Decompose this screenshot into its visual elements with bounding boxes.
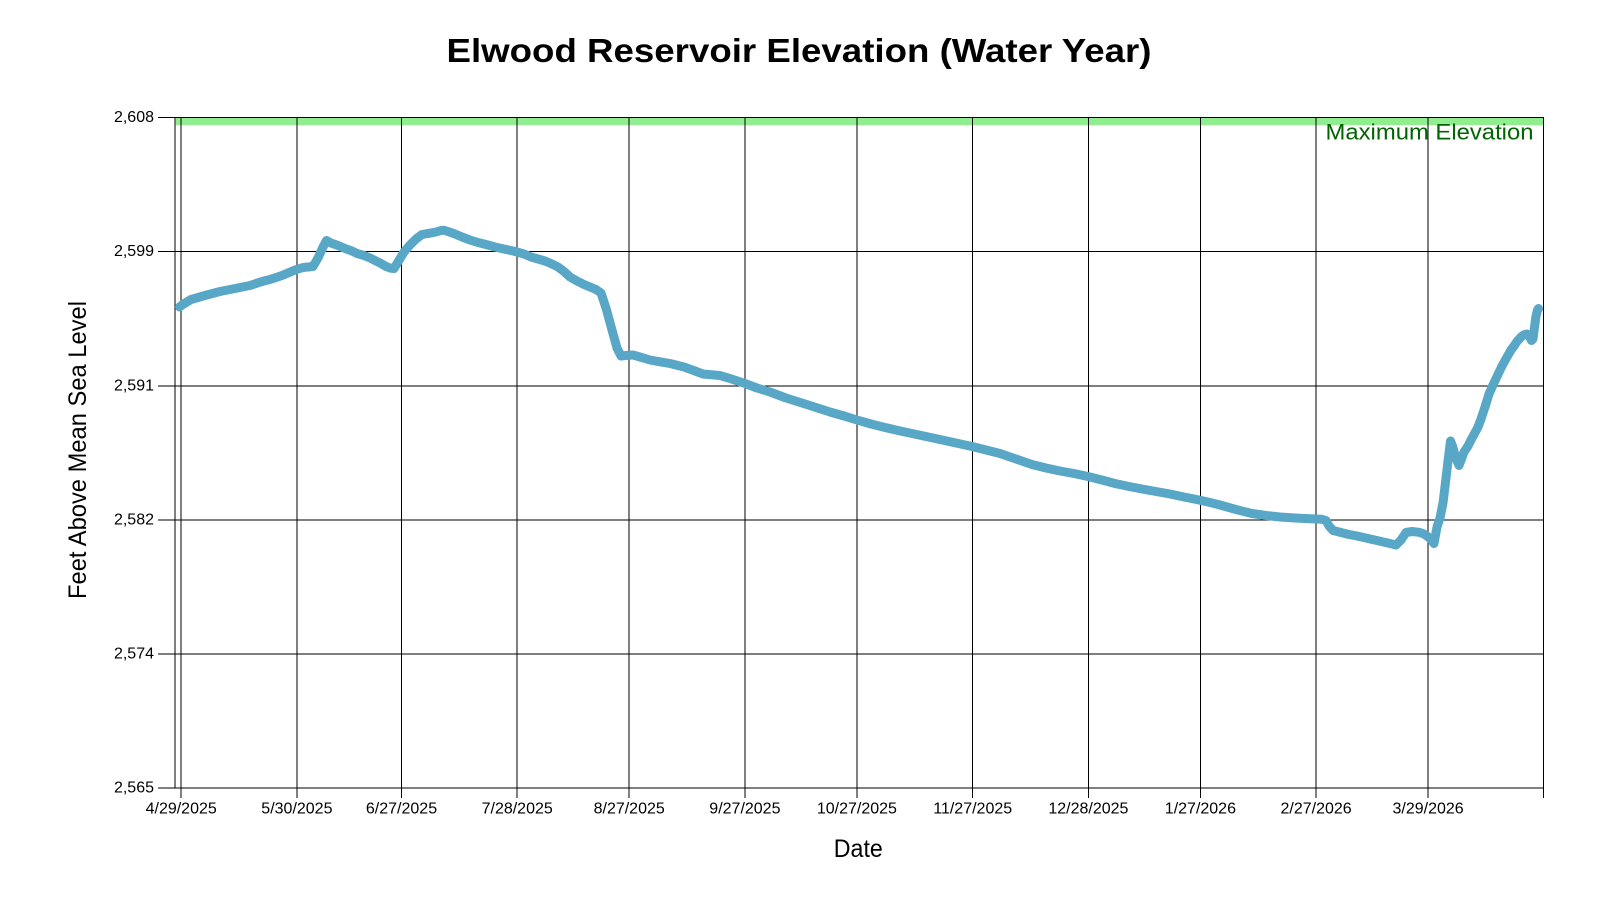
svg-text:2,591: 2,591 — [114, 377, 154, 394]
svg-text:11/27/2025: 11/27/2025 — [933, 801, 1012, 818]
svg-text:2,599: 2,599 — [114, 243, 154, 260]
svg-text:Elwood Reservoir Elevation (Wa: Elwood Reservoir Elevation (Water Year) — [447, 32, 1152, 69]
svg-text:4/29/2025: 4/29/2025 — [146, 801, 217, 818]
svg-text:Feet Above Mean Sea Level: Feet Above Mean Sea Level — [64, 301, 92, 599]
svg-text:2,574: 2,574 — [114, 645, 154, 662]
svg-text:1/27/2026: 1/27/2026 — [1165, 801, 1236, 818]
svg-text:2,608: 2,608 — [114, 109, 154, 126]
svg-text:12/28/2025: 12/28/2025 — [1048, 801, 1128, 818]
svg-text:2,582: 2,582 — [114, 511, 154, 528]
svg-text:5/30/2025: 5/30/2025 — [261, 801, 332, 818]
svg-text:9/27/2025: 9/27/2025 — [709, 801, 780, 818]
svg-text:Date: Date — [834, 835, 883, 863]
svg-text:7/28/2025: 7/28/2025 — [482, 801, 553, 818]
svg-text:10/27/2025: 10/27/2025 — [817, 801, 897, 818]
svg-text:3/29/2026: 3/29/2026 — [1393, 801, 1464, 818]
svg-text:8/27/2025: 8/27/2025 — [594, 801, 665, 818]
svg-text:2/27/2026: 2/27/2026 — [1281, 801, 1352, 818]
svg-text:6/27/2025: 6/27/2025 — [366, 801, 437, 818]
svg-text:Maximum Elevation: Maximum Elevation — [1326, 120, 1534, 145]
svg-text:2,565: 2,565 — [114, 780, 154, 797]
